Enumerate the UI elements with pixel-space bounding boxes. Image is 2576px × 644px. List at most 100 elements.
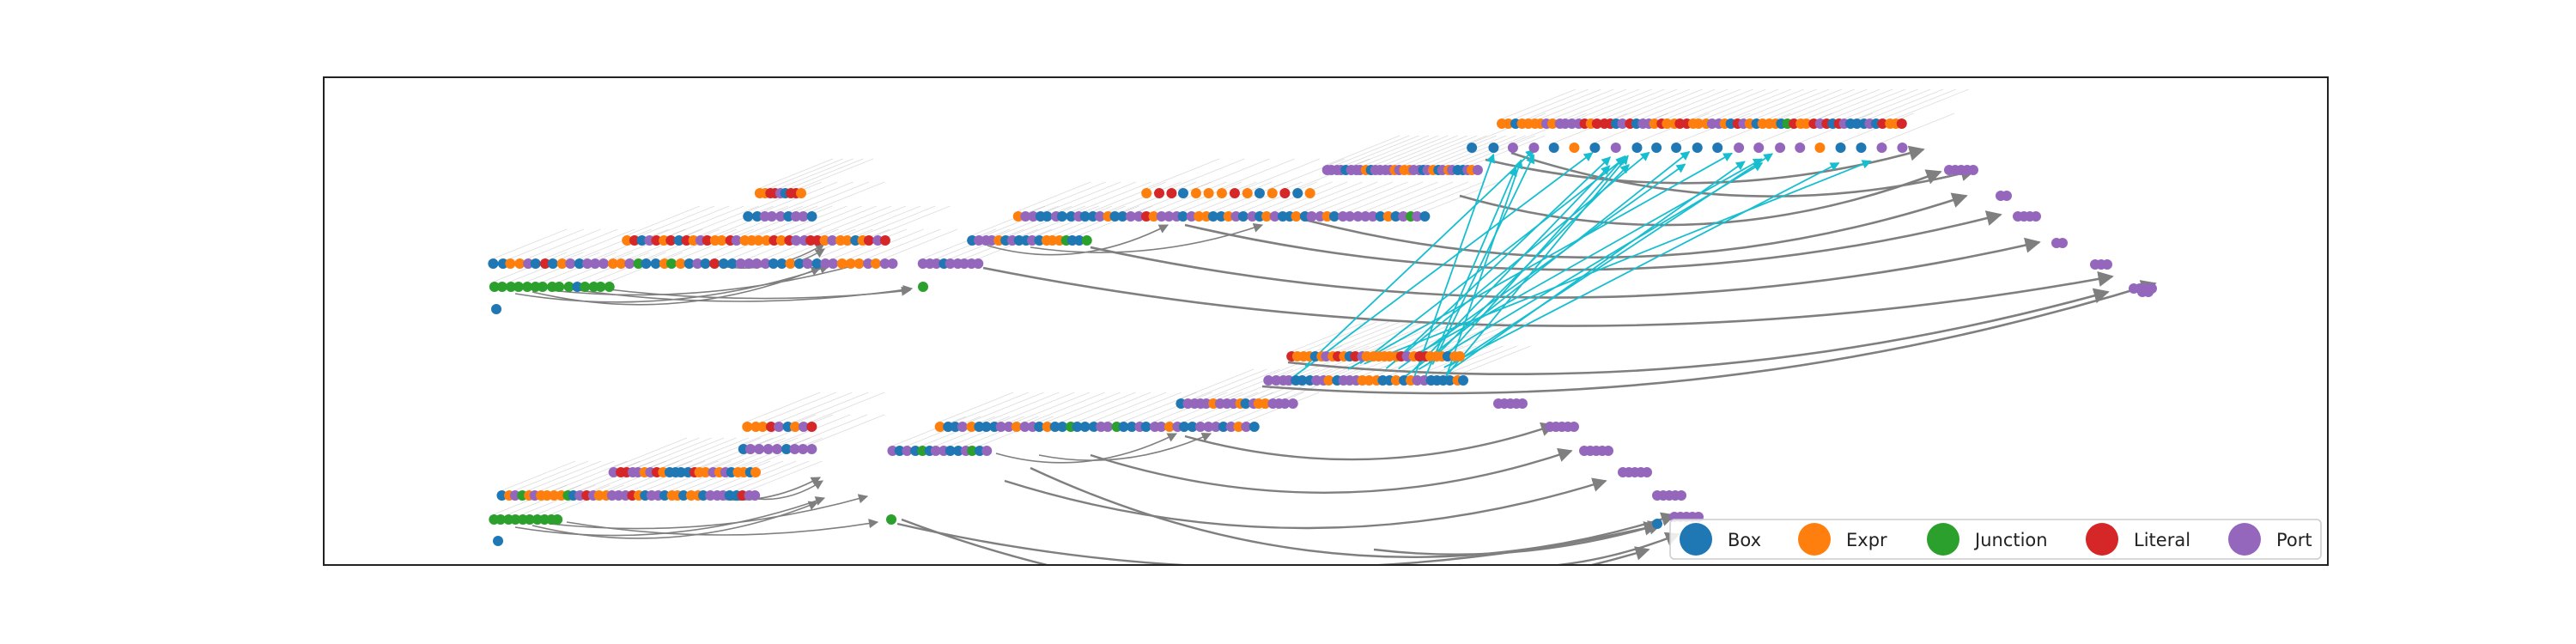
node-label-text bbox=[1171, 158, 1245, 189]
box-node bbox=[1856, 143, 1867, 153]
port-node bbox=[872, 235, 884, 246]
port-node bbox=[1279, 398, 1291, 409]
node-label-text bbox=[1319, 181, 1394, 212]
expr-node bbox=[1042, 422, 1053, 432]
cross-edge-arrow bbox=[1443, 161, 1840, 368]
port-node bbox=[1102, 422, 1113, 432]
node-label-text bbox=[1180, 368, 1255, 399]
expr-node bbox=[795, 188, 806, 198]
node-label-text bbox=[650, 437, 725, 468]
box-node bbox=[1057, 422, 1068, 432]
edge-arrow bbox=[1004, 477, 1607, 530]
box-node bbox=[1079, 422, 1091, 432]
literal-node bbox=[811, 235, 823, 246]
node-label-text bbox=[1291, 321, 1366, 352]
port-node bbox=[995, 422, 1006, 432]
expr-node bbox=[556, 258, 568, 269]
node-label-text bbox=[1404, 135, 1478, 166]
node-label-text bbox=[1705, 88, 1779, 119]
edge-arrow bbox=[549, 494, 869, 530]
node-label-text bbox=[1844, 88, 1918, 119]
cross-edge-arrow bbox=[1304, 149, 1535, 368]
box-node bbox=[1548, 143, 1559, 153]
node-label-text bbox=[1461, 135, 1536, 166]
expr-node bbox=[607, 258, 618, 269]
node-label-text bbox=[685, 205, 759, 236]
port-node bbox=[957, 422, 968, 432]
node-label-text bbox=[1338, 321, 1412, 352]
port-node bbox=[735, 258, 746, 269]
port-node bbox=[1203, 422, 1214, 432]
node-label-text bbox=[1206, 368, 1280, 399]
port-node bbox=[1133, 211, 1145, 222]
cross-edge-arrow bbox=[1443, 155, 1626, 360]
port-node bbox=[879, 258, 890, 269]
box-node bbox=[1254, 188, 1265, 198]
expr-node bbox=[1291, 211, 1302, 222]
box-node bbox=[673, 235, 684, 246]
port-node bbox=[1617, 118, 1628, 129]
expr-node bbox=[1323, 375, 1334, 386]
expr-node bbox=[1649, 118, 1660, 129]
node-label-text bbox=[1832, 88, 1905, 119]
box-node bbox=[1297, 375, 1308, 386]
box-node bbox=[776, 258, 787, 269]
junction-node bbox=[522, 282, 533, 292]
port-node bbox=[744, 258, 755, 269]
port-node bbox=[863, 258, 874, 269]
literal-node bbox=[1896, 118, 1907, 129]
box-node bbox=[1442, 351, 1453, 361]
node-label-text bbox=[528, 460, 602, 491]
edge-arrow bbox=[1030, 466, 1676, 558]
node-label-text bbox=[1336, 135, 1410, 166]
node-label-text bbox=[811, 181, 885, 212]
node-label-text bbox=[1327, 321, 1400, 352]
port-node bbox=[887, 258, 898, 269]
node-label-text bbox=[1052, 205, 1127, 236]
edge-arrow bbox=[1090, 447, 1573, 494]
port-node bbox=[766, 211, 777, 222]
edge-layer bbox=[514, 145, 2157, 565]
port-node bbox=[1230, 211, 1242, 222]
node-label-text bbox=[749, 460, 823, 491]
node-label-text bbox=[1153, 181, 1227, 212]
box-node bbox=[1118, 422, 1129, 432]
expr-node bbox=[505, 258, 516, 269]
node-label-text bbox=[626, 205, 701, 236]
port-node bbox=[608, 467, 619, 477]
expr-node bbox=[870, 258, 881, 269]
port-node bbox=[1528, 143, 1540, 153]
port-node bbox=[1271, 375, 1282, 386]
expr-node bbox=[1260, 398, 1271, 409]
junction-node bbox=[580, 282, 591, 292]
junction-node bbox=[524, 514, 535, 525]
node-label-text bbox=[1048, 181, 1121, 212]
junction-node bbox=[532, 514, 543, 525]
node-label-text bbox=[1540, 88, 1614, 119]
legend-marker-literal bbox=[2086, 523, 2118, 556]
box-node bbox=[1237, 211, 1249, 222]
port-node bbox=[1517, 398, 1528, 409]
node-label-text bbox=[1515, 88, 1589, 119]
expr-node bbox=[1242, 188, 1253, 198]
expr-node bbox=[716, 235, 727, 246]
node-label-text bbox=[970, 392, 1044, 422]
junction-node bbox=[917, 446, 928, 456]
node-label-text bbox=[793, 414, 868, 445]
port-node bbox=[775, 211, 787, 222]
port-node bbox=[1263, 375, 1274, 386]
expr-node bbox=[1194, 211, 1205, 222]
node-label-text bbox=[663, 437, 737, 468]
box-node bbox=[636, 235, 647, 246]
box-node bbox=[894, 446, 905, 456]
node-label-text bbox=[1616, 88, 1691, 119]
expr-node bbox=[549, 490, 560, 501]
port-node bbox=[2031, 211, 2041, 222]
box-node bbox=[1589, 143, 1601, 153]
cross-edge-arrow bbox=[1408, 158, 1763, 360]
port-node bbox=[1003, 422, 1014, 432]
legend-marker-junction bbox=[1927, 523, 1959, 556]
node-label-text bbox=[527, 228, 601, 259]
expr-node bbox=[1012, 211, 1024, 222]
node-label-text bbox=[1062, 392, 1136, 422]
